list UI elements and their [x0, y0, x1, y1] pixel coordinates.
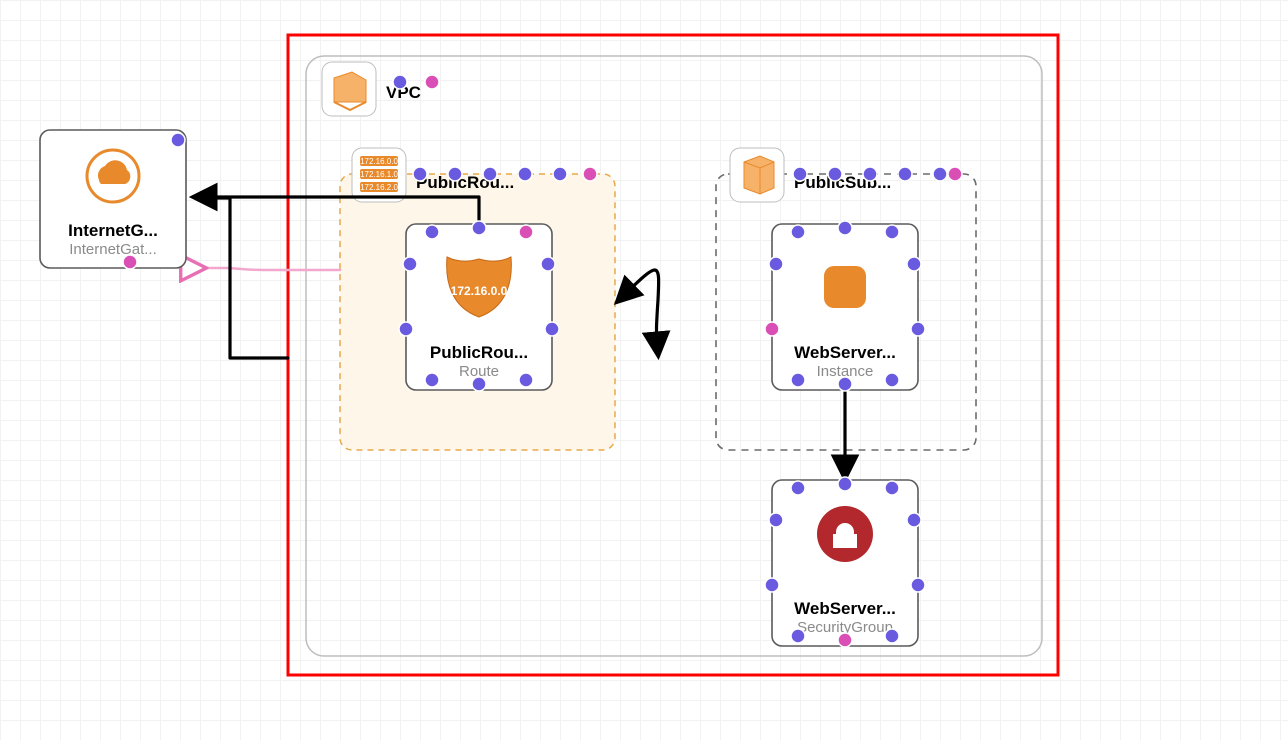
vpc-icon [322, 62, 376, 116]
routetable-to-igw-pink [200, 268, 340, 270]
svg-text:172.16.2.0: 172.16.2.0 [360, 183, 398, 192]
diagram-svg[interactable]: VPC 172.16.0.0172.16.1.0172.16.2.0 Publi… [0, 0, 1288, 740]
securitygroup-node[interactable]: WebServer...SecurityGroup [765, 477, 925, 647]
routetable-icon: 172.16.0.0 172.16.1.0 172.16.2.0 [352, 148, 406, 202]
node-title: WebServer... [794, 599, 896, 618]
instance-node[interactable]: WebServer...Instance [765, 221, 925, 391]
node-title: WebServer... [794, 343, 896, 362]
internet-gateway-node[interactable]: InternetG...InternetGat... [40, 130, 186, 269]
svg-text:172.16.0.0: 172.16.0.0 [451, 284, 508, 298]
route-node[interactable]: 172.16.0.0PublicRou...Route [399, 221, 559, 391]
instance-icon [824, 266, 866, 308]
node-subtitle: InternetGat... [69, 241, 157, 258]
node-title: PublicRou... [430, 343, 528, 362]
node-title: InternetG... [68, 221, 158, 240]
routetable-to-subnet [619, 270, 659, 353]
vpc-to-subnet-entry [196, 198, 288, 358]
subnet-icon [730, 148, 784, 202]
routetable-label: PublicRou... [416, 173, 514, 192]
svg-text:172.16.1.0: 172.16.1.0 [360, 170, 398, 179]
svg-text:172.16.0.0: 172.16.0.0 [360, 157, 398, 166]
